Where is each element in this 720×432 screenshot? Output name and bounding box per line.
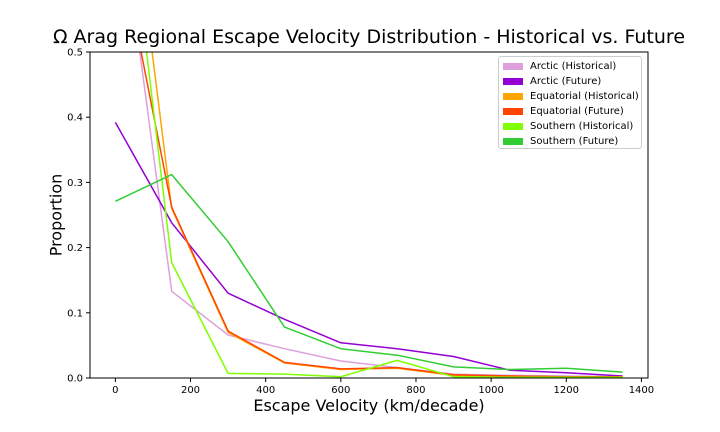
x-tick-label: 200 — [181, 385, 200, 396]
legend-item: Arctic (Future) — [503, 74, 641, 89]
legend-swatch — [503, 78, 523, 85]
x-tick-label: 1400 — [629, 385, 654, 396]
series-layer — [114, 52, 623, 378]
legend-label: Equatorial (Historical) — [530, 91, 639, 102]
x-axis-ticks: 0 200 400 600 800 1000 1200 1400 — [112, 378, 654, 396]
series-line-4 — [145, 52, 623, 378]
legend: Arctic (Historical) Arctic (Future) Equa… — [498, 56, 642, 149]
legend-item: Southern (Future) — [503, 134, 641, 149]
y-tick-label: 0.5 — [67, 48, 83, 59]
series-line-1 — [114, 122, 623, 377]
legend-label: Southern (Historical) — [530, 121, 634, 132]
legend-label: Arctic (Future) — [530, 76, 602, 87]
legend-item: Equatorial (Future) — [503, 104, 641, 119]
legend-swatch — [503, 108, 523, 115]
legend-item: Arctic (Historical) — [503, 59, 641, 74]
x-tick-label: 1200 — [554, 385, 579, 396]
legend-item: Equatorial (Historical) — [503, 89, 641, 104]
legend-swatch — [503, 123, 523, 130]
legend-swatch — [503, 138, 523, 145]
x-tick-label: 400 — [256, 385, 275, 396]
chart-title: Ω Arag Regional Escape Velocity Distribu… — [52, 26, 686, 48]
legend-label: Arctic (Historical) — [530, 61, 617, 72]
series-line-5 — [115, 173, 623, 373]
y-axis-ticks: 0.0 0.1 0.2 0.3 0.4 0.5 — [67, 48, 90, 385]
legend-swatch — [503, 63, 523, 70]
y-tick-label: 0.2 — [67, 243, 83, 254]
legend-swatch — [503, 93, 523, 100]
y-tick-label: 0.4 — [67, 113, 83, 124]
y-tick-label: 0.1 — [67, 308, 83, 319]
legend-label: Equatorial (Future) — [530, 106, 624, 117]
x-tick-label: 600 — [331, 385, 350, 396]
legend-label: Southern (Future) — [530, 136, 619, 147]
legend-item: Southern (Historical) — [503, 119, 641, 134]
y-tick-label: 0.3 — [67, 178, 83, 189]
y-tick-label: 0.0 — [67, 374, 83, 385]
plot-frame — [89, 51, 649, 379]
x-tick-label: 800 — [406, 385, 425, 396]
x-axis-label: Escape Velocity (km/decade) — [253, 396, 485, 415]
y-axis-label: Proportion — [46, 173, 66, 257]
x-tick-label: 1000 — [478, 385, 503, 396]
x-tick-label: 0 — [112, 385, 118, 396]
